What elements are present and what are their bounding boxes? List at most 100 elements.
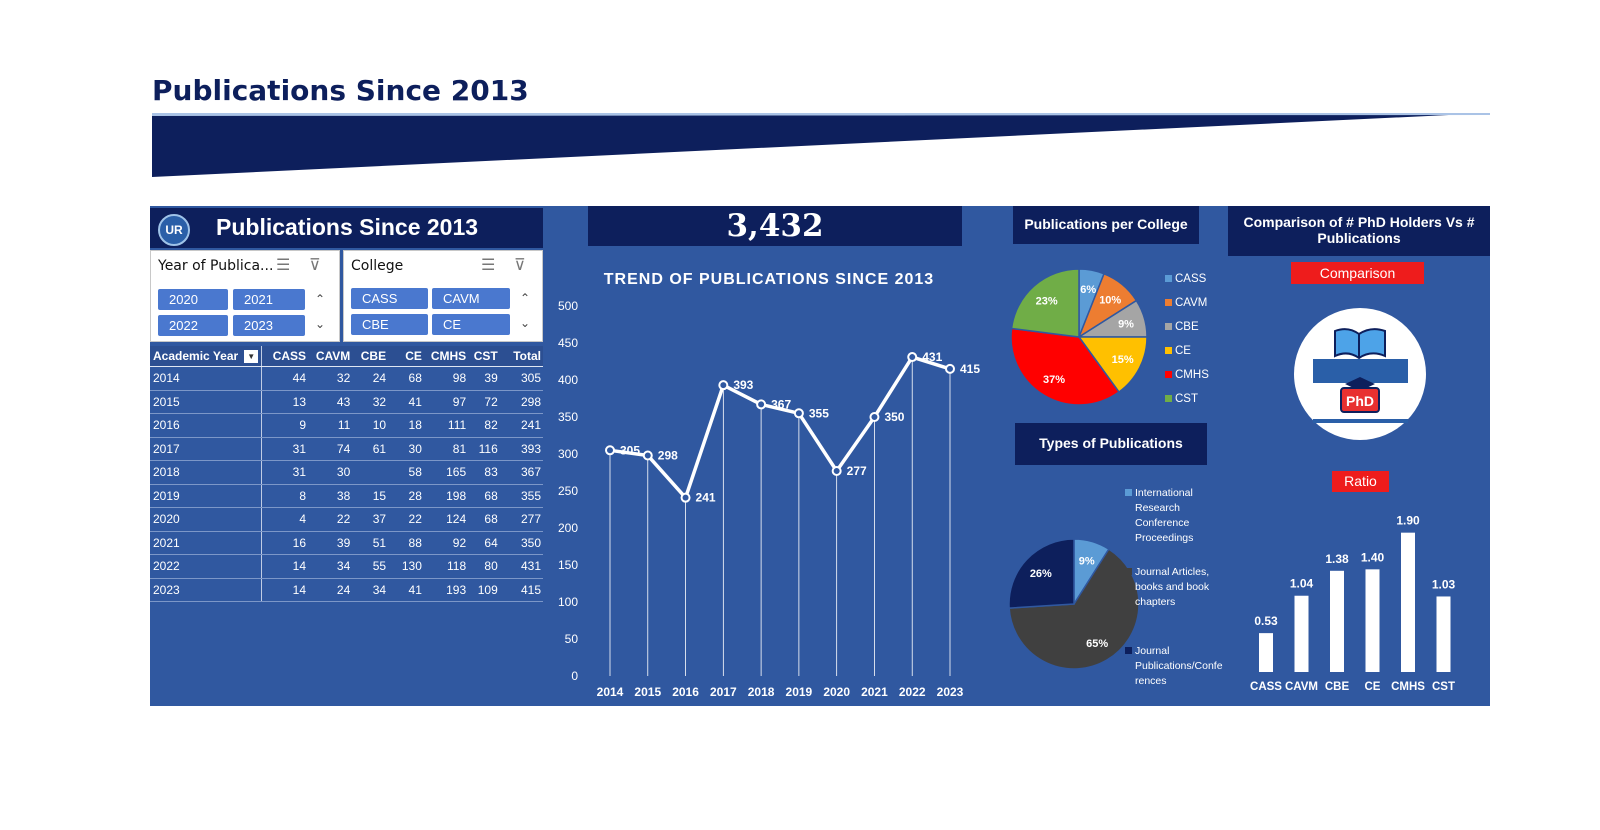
table-cell: 305 — [499, 366, 543, 391]
year-option-2023[interactable]: 2023 — [233, 315, 305, 336]
data-point — [793, 408, 804, 419]
y-tick-label: 50 — [565, 632, 579, 646]
x-tick-label: CAVM — [1285, 681, 1318, 693]
trend-line-chart: TREND OF PUBLICATIONS SINCE 2013 0 50 100 15… — [558, 271, 980, 699]
slice-label: 23% — [1036, 295, 1058, 307]
filter-dropdown-icon[interactable]: ▼ — [244, 350, 259, 364]
x-tick-label: 2020 — [823, 685, 850, 699]
legend-label: books and book — [1135, 581, 1210, 593]
table-cell: 98 — [423, 366, 469, 391]
page-title: Publications Since 2013 — [152, 74, 529, 107]
scroll-up-icon[interactable]: ⌃ — [520, 291, 531, 305]
data-label: 241 — [696, 491, 716, 505]
table-cell: 8 — [261, 484, 309, 508]
slice-label: 37% — [1043, 374, 1065, 386]
year-option-2021[interactable]: 2021 — [233, 289, 305, 310]
data-point — [642, 450, 653, 461]
table-cell: 18 — [388, 413, 424, 438]
table-cell: 2017 — [150, 437, 262, 461]
table-cell: 81 — [423, 437, 469, 461]
y-tick-label: 400 — [558, 373, 578, 387]
clear-filter-icon[interactable]: ⊽ — [309, 257, 321, 274]
y-tick-label: 250 — [558, 484, 578, 498]
legend-label: rences — [1135, 675, 1167, 687]
table-cell: 24 — [352, 366, 389, 391]
table-cell: 64 — [468, 531, 500, 555]
table-cell: 10 — [352, 413, 389, 438]
table-cell: 2022 — [150, 554, 262, 579]
data-label: 367 — [771, 397, 791, 411]
ratio-bar — [1294, 595, 1309, 672]
table-cell: 32 — [308, 366, 353, 391]
multi-select-icon[interactable]: ☰ — [481, 257, 496, 274]
data-label: 393 — [733, 378, 753, 392]
clear-filter-icon[interactable]: ⊽ — [514, 257, 526, 274]
table-cell: 97 — [423, 390, 469, 414]
multi-select-icon[interactable]: ☰ — [276, 257, 291, 274]
table-cell: 2015 — [150, 390, 262, 414]
data-point — [605, 445, 615, 456]
ratio-bar — [1330, 570, 1344, 672]
x-tick-label: 2014 — [597, 685, 624, 699]
pie-types-title: Types of Publications — [1015, 423, 1207, 465]
pie-slice — [1008, 548, 1140, 670]
slice-label: 9% — [1118, 318, 1134, 330]
table-header-cell: CASS — [261, 346, 309, 367]
table-cell: 31 — [261, 437, 309, 461]
legend-swatch — [1165, 347, 1172, 354]
legend-label: Proceedings — [1135, 532, 1193, 544]
table-row: 2015 13 43 32 41 97 72 298 — [150, 390, 543, 414]
table-cell: 4 — [261, 507, 309, 532]
table-header-label: CAVM — [315, 349, 351, 363]
college-option-cbe[interactable]: CBE — [351, 314, 428, 335]
x-tick-label: 2016 — [672, 685, 699, 699]
college-option-ce[interactable]: CE — [432, 314, 510, 335]
legend-label: Journal — [1135, 645, 1169, 657]
y-tick-label: 200 — [558, 521, 578, 535]
ratio-bar — [1436, 596, 1451, 672]
bar-value-label: 0.53 — [1254, 614, 1278, 628]
table-cell: 367 — [499, 460, 543, 485]
legend-label: Journal Articles, — [1135, 566, 1209, 578]
table-header-label: CE — [405, 349, 422, 363]
table-cell: 241 — [499, 413, 543, 438]
table-cell: 22 — [388, 507, 424, 532]
table-row: 2022 14 34 55 130 118 80 431 — [150, 554, 543, 579]
x-tick-label: 2021 — [861, 685, 888, 699]
scroll-down-icon[interactable]: ⌄ — [520, 316, 531, 330]
table-cell: 2023 — [150, 578, 262, 602]
table-cell: 2018 — [150, 460, 262, 485]
college-option-cass[interactable]: CASS — [351, 288, 428, 309]
table-row: 2017 31 74 61 30 81 116 393 — [150, 437, 543, 461]
college-option-cavm[interactable]: CAVM — [432, 288, 510, 309]
table-header-cell[interactable]: Academic Year ▼ — [150, 346, 262, 367]
table-cell: 80 — [468, 554, 500, 579]
slice-label: 9% — [1079, 555, 1095, 567]
legend-swatch — [1165, 275, 1172, 282]
pie-slice — [1010, 327, 1121, 406]
table-cell: 68 — [468, 484, 500, 508]
ratio-bar-chart: 0.53 CASS 1.04 CAVM 1.38 CBE 1.40 CE 1.90 CMHS 1.0… — [1250, 514, 1455, 693]
table-cell: 32 — [352, 390, 389, 414]
table-cell: 28 — [388, 484, 424, 508]
data-label: 415 — [960, 362, 980, 376]
year-option-2022[interactable]: 2022 — [158, 315, 228, 336]
table-cell: 74 — [308, 437, 353, 461]
bar-value-label: 1.90 — [1396, 514, 1420, 528]
legend-swatch — [1165, 395, 1172, 402]
bar-value-label: 1.40 — [1361, 550, 1385, 564]
pie-slice — [1077, 336, 1148, 394]
table-cell: 2021 — [150, 531, 262, 555]
x-tick-label: CST — [1432, 681, 1455, 693]
year-option-2020[interactable]: 2020 — [158, 289, 228, 310]
x-tick-label: CBE — [1325, 681, 1350, 693]
table-cell: 83 — [468, 460, 500, 485]
table-header-cell: Total — [499, 346, 543, 367]
data-label: 431 — [922, 350, 942, 364]
table-row: 2014 44 32 24 68 98 39 305 — [150, 366, 543, 391]
table-cell: 11 — [308, 413, 353, 438]
scroll-up-icon[interactable]: ⌃ — [315, 292, 326, 306]
table-cell: 72 — [468, 390, 500, 414]
year-slicer-label: Year of Publica... — [158, 258, 274, 274]
scroll-down-icon[interactable]: ⌄ — [315, 317, 326, 331]
